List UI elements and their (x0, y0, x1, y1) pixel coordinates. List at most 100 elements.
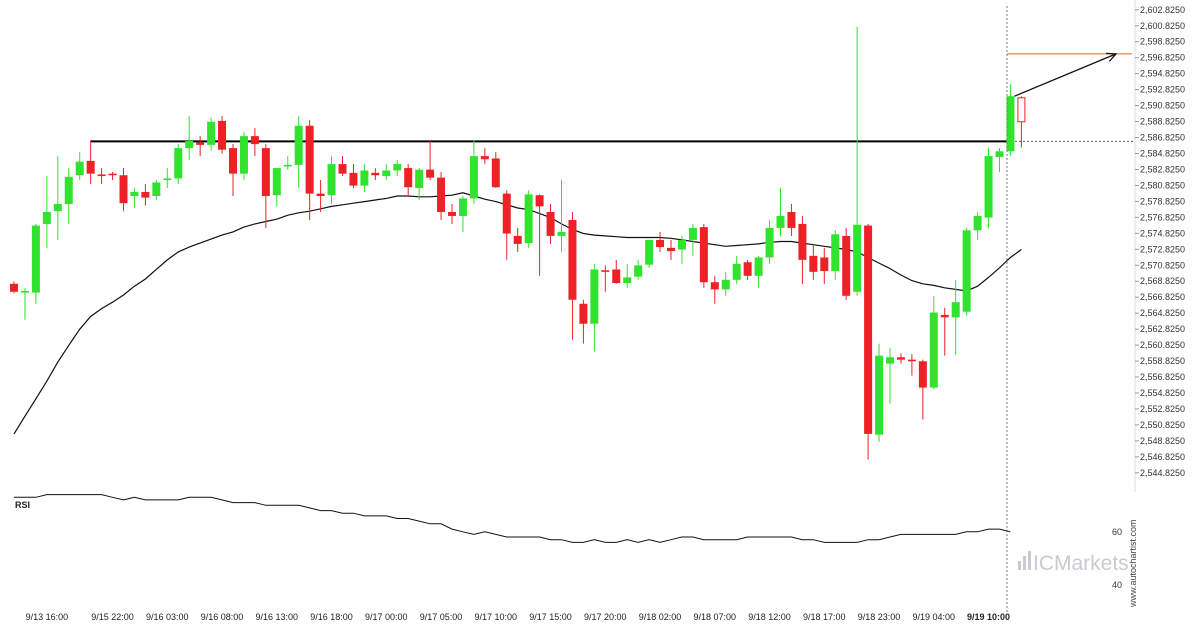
candle-body (20, 291, 29, 293)
price-tick-label: 2,574.8250 (1140, 228, 1185, 238)
price-tick-label: 2,592.8250 (1140, 85, 1185, 95)
rsi-axis: 60 40 (1112, 527, 1122, 590)
candle (535, 194, 544, 276)
candle (294, 116, 303, 189)
candle (502, 190, 511, 260)
candle (896, 353, 905, 364)
candle (875, 343, 884, 442)
candle (732, 255, 741, 284)
rsi-tick-label: 40 (1112, 580, 1122, 590)
candle-body (360, 170, 369, 186)
candle-body (86, 160, 95, 174)
autochartist-watermark: www.autochartist.com (1128, 519, 1138, 608)
time-tick-label: 9/16 08:00 (201, 612, 244, 622)
time-tick-label: 9/18 23:00 (858, 612, 901, 622)
candle (754, 255, 763, 288)
candle-body (677, 239, 686, 250)
price-tick-label: 2,554.8250 (1140, 388, 1185, 398)
candle-body (502, 193, 511, 234)
candle-body (710, 282, 719, 290)
candle-body (699, 227, 708, 283)
candle-body (524, 194, 533, 244)
candle-body (546, 211, 555, 236)
rsi-panel: RSI 60 40 (14, 494, 1122, 590)
projection-arrow-line (1014, 53, 1117, 97)
candle (962, 227, 971, 316)
candle (524, 190, 533, 248)
candle (469, 140, 478, 204)
candle (196, 136, 205, 157)
candle-body (305, 125, 314, 194)
price-tick-label: 2,588.8250 (1140, 117, 1185, 127)
projected-candle (1017, 96, 1026, 148)
candle-body (207, 121, 216, 145)
candle (185, 116, 194, 161)
candle (973, 211, 982, 240)
candle (579, 299, 588, 344)
price-tick-label: 2,582.8250 (1140, 164, 1185, 174)
candle (152, 180, 161, 200)
candle-body (623, 277, 632, 284)
price-tick-label: 2,590.8250 (1140, 101, 1185, 111)
candle (864, 223, 873, 460)
candle (677, 235, 686, 264)
price-tick-label: 2,552.8250 (1140, 404, 1185, 414)
candle-body (886, 357, 894, 364)
candle (64, 168, 73, 224)
candle (601, 265, 610, 292)
price-tick-label: 2,596.8250 (1140, 53, 1185, 63)
candle-body (951, 302, 960, 318)
candle (820, 247, 829, 284)
candle (907, 354, 916, 376)
candle-body (196, 142, 205, 145)
candle (776, 188, 785, 236)
time-tick-label: 9/13 16:00 (26, 612, 69, 622)
candle-body (590, 269, 599, 324)
candle (218, 116, 227, 154)
candle (853, 26, 862, 296)
candle-body (656, 239, 665, 248)
candle-body (294, 125, 303, 165)
candle-body (393, 164, 402, 171)
candle-body (272, 168, 281, 196)
candle-body (535, 195, 544, 207)
candle (415, 168, 424, 200)
candle-body (820, 257, 829, 272)
candle-body (480, 156, 489, 160)
candle (371, 168, 380, 181)
candle-body (984, 156, 993, 218)
candle (721, 271, 730, 296)
candle-body (667, 247, 675, 252)
price-tick-label: 2,550.8250 (1140, 420, 1185, 430)
candle-body (962, 230, 971, 312)
candle-body (940, 314, 949, 318)
price-tick-label: 2,586.8250 (1140, 133, 1185, 143)
candle-body (10, 283, 18, 292)
candle (239, 132, 248, 181)
candle (546, 203, 555, 244)
candle (995, 148, 1004, 173)
candle-body (864, 225, 873, 434)
candle-body (557, 231, 566, 236)
candle-body (53, 203, 62, 212)
time-tick-label: 9/18 17:00 (803, 612, 846, 622)
candle (108, 172, 117, 181)
price-tick-label: 2,600.8250 (1140, 21, 1185, 31)
price-tick-label: 2,594.8250 (1140, 69, 1185, 79)
candle-body (458, 198, 467, 216)
candle (984, 148, 993, 228)
candle (557, 180, 566, 252)
candle (699, 223, 708, 288)
rsi-tick-label: 60 (1112, 527, 1122, 537)
logo-text: ICMarkets (1033, 552, 1129, 575)
time-tick-label: 9/16 03:00 (146, 612, 189, 622)
candle (710, 275, 719, 304)
time-tick-label: 9/15 22:00 (91, 612, 134, 622)
price-tick-label: 2,578.8250 (1140, 196, 1185, 206)
candle (590, 263, 599, 352)
candle-body (776, 215, 785, 228)
candle (42, 176, 51, 248)
candle (174, 144, 183, 185)
candle (261, 144, 270, 228)
